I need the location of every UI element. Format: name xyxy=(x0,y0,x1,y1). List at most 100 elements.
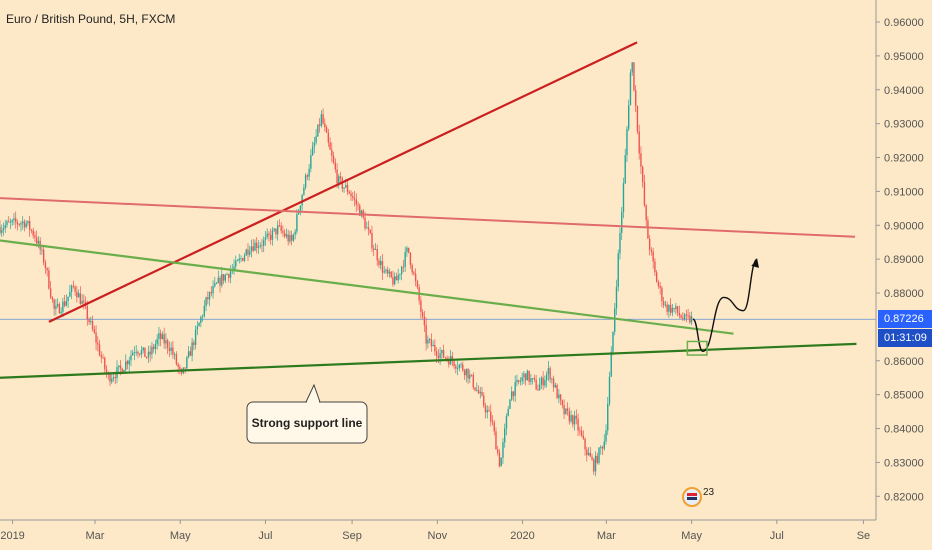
candle-body xyxy=(509,399,511,409)
candle-body xyxy=(608,376,611,404)
candle-body xyxy=(128,360,130,365)
candle-body xyxy=(388,271,391,274)
candle-body xyxy=(67,296,69,302)
candle-body xyxy=(44,262,47,269)
candle-body xyxy=(149,351,151,355)
candle-body xyxy=(264,237,267,241)
annotation-callout: Strong support line xyxy=(246,383,368,444)
candle-body xyxy=(636,105,639,132)
candle-body xyxy=(79,293,82,304)
candle-body xyxy=(168,348,171,351)
candle-body xyxy=(523,373,525,378)
candle-body xyxy=(90,321,92,323)
trendline-2[interactable] xyxy=(0,197,856,238)
candle-body xyxy=(275,228,277,235)
candle-body xyxy=(385,269,387,272)
candle-body xyxy=(624,155,626,184)
candle-body xyxy=(317,124,319,137)
trendline-1[interactable] xyxy=(48,41,638,323)
candle-body xyxy=(63,301,66,306)
candle-body xyxy=(593,459,595,472)
time-axis[interactable]: 2019 Mar May Jul Sep Nov 2020 Mar May Jul Se xyxy=(0,519,932,550)
candle-body xyxy=(479,391,481,394)
candle-body xyxy=(594,455,597,472)
candle-body xyxy=(474,387,476,391)
candle-body xyxy=(472,374,474,388)
candle-body xyxy=(580,430,583,436)
candle-body xyxy=(191,342,193,356)
candle-body xyxy=(249,251,251,255)
candle-body xyxy=(622,183,625,213)
candle-body xyxy=(15,218,17,222)
candle-body xyxy=(446,357,448,360)
candle-body xyxy=(510,391,513,400)
candle-body xyxy=(296,214,298,232)
flag-stripe-blue xyxy=(687,497,697,500)
candle-body xyxy=(345,184,347,188)
candle-body xyxy=(668,304,670,312)
events-badge[interactable]: 23 xyxy=(682,487,715,507)
candle-body xyxy=(589,452,591,457)
candle-body xyxy=(435,351,438,357)
candle-body xyxy=(397,274,399,281)
candle-body xyxy=(42,249,45,263)
y-tick-label: 0.92000 xyxy=(884,153,924,165)
candle-body xyxy=(502,442,504,458)
candle-body xyxy=(55,305,57,309)
candle-body xyxy=(118,365,120,368)
candle-body xyxy=(441,349,443,354)
candle-body xyxy=(233,266,235,270)
candle-body xyxy=(559,394,562,401)
candle-body xyxy=(601,447,604,449)
candle-body xyxy=(278,225,281,227)
events-count: 23 xyxy=(703,487,715,498)
trendline-3[interactable] xyxy=(0,239,734,335)
candle-body xyxy=(393,276,396,285)
candle-body xyxy=(380,261,382,265)
candle-body xyxy=(456,368,459,369)
candle-body xyxy=(257,246,260,248)
candle-body xyxy=(16,221,19,225)
candle-body xyxy=(690,316,693,323)
candle-body xyxy=(355,199,357,205)
candle-body xyxy=(161,334,164,340)
candle-body xyxy=(221,274,223,286)
candle-body xyxy=(289,234,291,242)
candle-body xyxy=(196,326,199,330)
candle-body xyxy=(100,355,102,358)
price-axis[interactable]: 0.96000 0.95000 0.94000 0.93000 0.92000 0.910… xyxy=(875,0,932,520)
candle-body xyxy=(263,240,265,246)
candle-body xyxy=(519,381,522,382)
candle-body xyxy=(673,308,675,309)
candle-body xyxy=(184,367,186,369)
candle-body xyxy=(600,447,602,448)
candle-body xyxy=(561,400,564,406)
candle-body xyxy=(572,415,574,425)
candle-body xyxy=(290,234,293,241)
candle-body xyxy=(661,287,663,302)
candle-body xyxy=(420,300,422,312)
candle-body xyxy=(439,353,441,359)
candle-body xyxy=(226,274,228,275)
candle-body xyxy=(610,351,612,377)
candle-body xyxy=(366,227,368,229)
candle-body xyxy=(132,352,134,356)
candle-body xyxy=(187,351,190,358)
candle-body xyxy=(173,354,176,356)
candle-body xyxy=(376,249,378,261)
candle-body xyxy=(558,394,560,399)
candle-body xyxy=(621,212,623,233)
candle-body xyxy=(554,385,557,388)
candle-body xyxy=(18,224,20,226)
candle-body xyxy=(378,260,380,265)
candle-body xyxy=(299,205,302,212)
candle-body xyxy=(641,166,644,183)
trendline-4[interactable] xyxy=(0,342,857,379)
y-tick-label: 0.86000 xyxy=(884,356,924,368)
candle-body xyxy=(462,364,464,371)
candle-body xyxy=(207,297,209,300)
candle-body xyxy=(70,285,73,292)
candle-body xyxy=(387,269,389,274)
candle-body xyxy=(488,410,490,412)
